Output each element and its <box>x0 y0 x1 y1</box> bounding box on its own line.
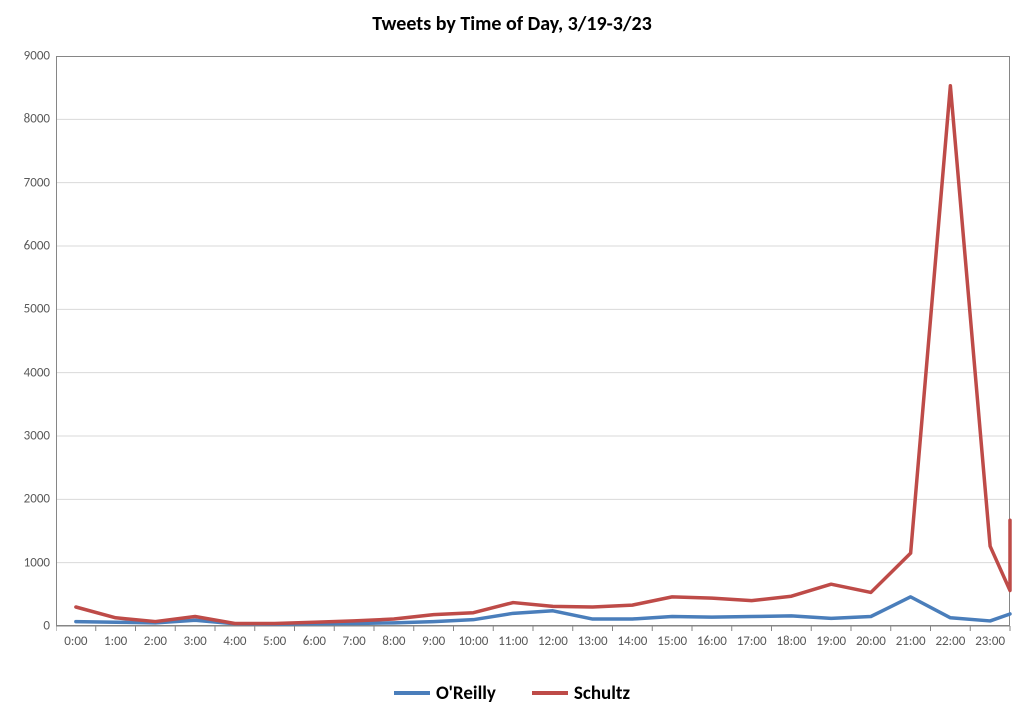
y-tick-label: 4000 <box>24 365 50 380</box>
x-tick-label: 23:00 <box>975 634 1005 649</box>
legend-item: O'Reilly <box>394 682 496 705</box>
legend-label: O'Reilly <box>436 682 496 705</box>
x-tick-label: 6:00 <box>303 634 326 649</box>
x-tick-label: 0:00 <box>64 634 87 649</box>
y-tick-label: 7000 <box>24 175 50 190</box>
y-tick-label: 6000 <box>24 239 50 254</box>
x-tick-label: 3:00 <box>184 634 207 649</box>
x-tick-label: 22:00 <box>935 634 965 649</box>
x-tick-label: 9:00 <box>422 634 445 649</box>
x-tick-label: 11:00 <box>498 634 528 649</box>
x-tick-label: 7:00 <box>343 634 366 649</box>
chart-container: Tweets by Time of Day, 3/19-3/23 0 1000 20… <box>0 0 1024 715</box>
y-tick-label: 0 <box>43 619 50 634</box>
x-tick-label: 8:00 <box>382 634 405 649</box>
x-tick-label: 10:00 <box>458 634 488 649</box>
y-tick-label: 8000 <box>24 112 50 127</box>
x-tick-label: 12:00 <box>538 634 568 649</box>
x-tick-label: 4:00 <box>223 634 246 649</box>
x-tick-label: 16:00 <box>697 634 727 649</box>
legend-label: Schultz <box>574 682 630 705</box>
x-tick-label: 14:00 <box>617 634 647 649</box>
chart-title: Tweets by Time of Day, 3/19-3/23 <box>0 12 1024 36</box>
y-tick-label: 1000 <box>24 555 50 570</box>
x-tick-label: 2:00 <box>144 634 167 649</box>
legend-item: Schultz <box>532 682 630 705</box>
x-tick-label: 21:00 <box>896 634 926 649</box>
y-tick-label: 2000 <box>24 492 50 507</box>
legend: O'Reilly Schultz <box>0 678 1024 705</box>
x-tick-label: 13:00 <box>578 634 608 649</box>
x-tick-label: 5:00 <box>263 634 286 649</box>
y-tick-label: 5000 <box>24 302 50 317</box>
x-tick-label: 19:00 <box>816 634 846 649</box>
y-tick-label: 3000 <box>24 429 50 444</box>
legend-line-swatch <box>532 691 568 695</box>
x-tick-label: 1:00 <box>104 634 127 649</box>
x-tick-label: 15:00 <box>657 634 687 649</box>
y-tick-label: 9000 <box>24 49 50 64</box>
x-tick-label: 20:00 <box>856 634 886 649</box>
legend-line-swatch <box>394 691 430 695</box>
plot-area <box>56 56 1020 636</box>
x-tick-label: 17:00 <box>737 634 767 649</box>
x-tick-label: 18:00 <box>776 634 806 649</box>
